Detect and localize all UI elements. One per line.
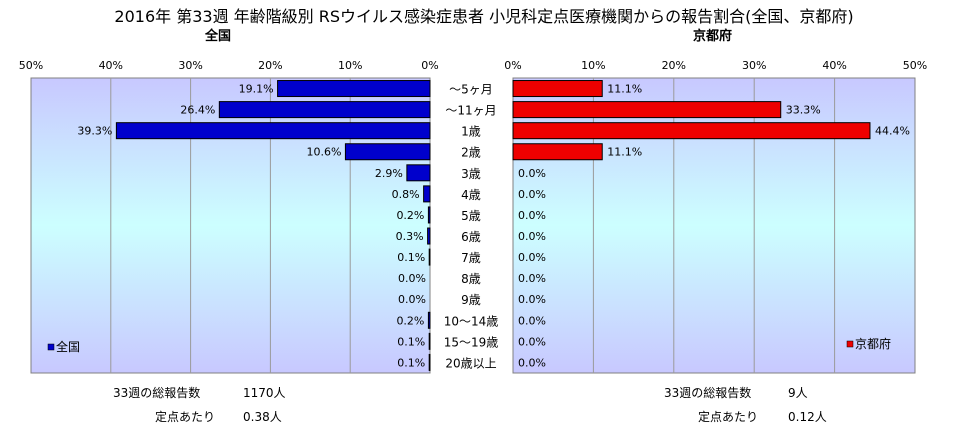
national-data-label: 0.2% (396, 209, 424, 222)
national-bar (428, 353, 431, 371)
kyoto-per-site-value: 0.12人 (788, 410, 827, 424)
national-bar (218, 101, 431, 119)
kyoto-data-label: 11.1% (607, 146, 642, 159)
national-data-label: 0.1% (397, 335, 425, 348)
kyoto-data-label: 0.0% (518, 272, 546, 285)
kyoto-data-label: 0.0% (518, 230, 546, 243)
kyoto-bar (512, 101, 782, 119)
kyoto-panel-title: 京都府 (693, 29, 733, 44)
age-category-label: 2歳 (461, 146, 481, 160)
kyoto-legend-swatch (846, 340, 854, 348)
national-bar (406, 164, 431, 182)
national-data-label: 0.3% (396, 230, 424, 243)
national-data-label: 19.1% (239, 83, 274, 96)
national-bar (115, 122, 431, 140)
kyoto-data-label: 0.0% (518, 188, 546, 201)
kyoto-data-label: 0.0% (518, 209, 546, 222)
national-per-site-value: 0.38人 (243, 410, 282, 424)
age-category-label: ～5ヶ月 (449, 83, 493, 97)
national-bar (427, 227, 431, 245)
kyoto-data-label: 33.3% (786, 104, 821, 117)
kyoto-data-label: 0.0% (518, 293, 546, 306)
national-total-value: 1170人 (243, 386, 286, 400)
kyoto-per-site-label: 定点あたり (698, 410, 759, 424)
kyoto-x-tick: 30% (742, 59, 766, 72)
national-data-label: 0.0% (398, 293, 426, 306)
kyoto-legend-label: 京都府 (855, 336, 891, 351)
national-bar (428, 332, 431, 350)
age-category-label: 4歳 (461, 188, 481, 202)
age-category-label: 10～14歳 (444, 314, 499, 328)
age-category-label: 5歳 (461, 209, 481, 223)
national-x-tick: 40% (99, 59, 123, 72)
age-category-label: ～11ヶ月 (445, 104, 496, 118)
national-data-label: 0.1% (397, 356, 425, 369)
kyoto-x-tick: 10% (581, 59, 605, 72)
kyoto-data-label: 44.4% (875, 125, 910, 138)
national-x-tick: 20% (258, 59, 282, 72)
national-data-label: 0.0% (398, 272, 426, 285)
national-bar (428, 248, 431, 266)
age-category-label: 7歳 (461, 251, 481, 265)
national-legend-label: 全国 (56, 339, 80, 354)
national-x-tick: 10% (338, 59, 362, 72)
kyoto-data-label: 0.0% (518, 314, 546, 327)
national-data-label: 0.2% (396, 314, 424, 327)
national-bar (277, 80, 431, 98)
national-bar (344, 143, 431, 161)
national-panel-title: 全国 (205, 29, 232, 44)
kyoto-x-tick: 0% (504, 59, 521, 72)
national-data-label: 39.3% (77, 125, 112, 138)
national-data-label: 0.1% (397, 251, 425, 264)
kyoto-data-label: 11.1% (607, 83, 642, 96)
national-per-site-label: 定点あたり (155, 410, 216, 424)
national-data-label: 2.9% (375, 167, 403, 180)
national-bar (427, 206, 431, 224)
national-data-label: 0.8% (392, 188, 420, 201)
age-category-label: 3歳 (461, 167, 481, 181)
kyoto-bar (512, 143, 603, 161)
kyoto-x-tick: 40% (822, 59, 846, 72)
age-category-label: 8歳 (461, 272, 481, 286)
national-bar (423, 185, 431, 203)
kyoto-bar (512, 80, 603, 98)
age-category-label: 9歳 (461, 293, 481, 307)
national-x-tick: 50% (19, 59, 43, 72)
national-x-tick: 30% (178, 59, 202, 72)
national-x-tick: 0% (421, 59, 438, 72)
kyoto-x-tick: 20% (662, 59, 686, 72)
age-category-label: 15～19歳 (444, 335, 499, 349)
national-data-label: 26.4% (180, 104, 215, 117)
kyoto-data-label: 0.0% (518, 251, 546, 264)
kyoto-data-label: 0.0% (518, 356, 546, 369)
kyoto-total-label: 33週の総報告数 (664, 386, 752, 400)
kyoto-data-label: 0.0% (518, 167, 546, 180)
age-category-label: 20歳以上 (445, 356, 496, 370)
national-total-label: 33週の総報告数 (113, 386, 201, 400)
kyoto-total-value: 9人 (788, 386, 808, 400)
age-category-label: 6歳 (461, 230, 481, 244)
national-legend-swatch (47, 343, 55, 351)
national-bar (427, 311, 431, 329)
kyoto-bar (512, 122, 871, 140)
kyoto-data-label: 0.0% (518, 335, 546, 348)
age-category-label: 1歳 (461, 125, 481, 139)
chart-title: 2016年 第33週 年齢階級別 RSウイルス感染症患者 小児科定点医療機関から… (114, 7, 854, 26)
kyoto-x-tick: 50% (903, 59, 927, 72)
national-data-label: 10.6% (306, 146, 341, 159)
